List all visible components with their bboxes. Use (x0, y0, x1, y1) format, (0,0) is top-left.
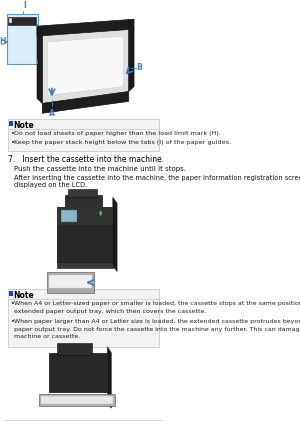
Bar (46, 272, 94, 293)
Text: paper output tray. Do not force the cassette into the machine any further. This : paper output tray. Do not force the cass… (14, 326, 300, 332)
Text: When paper larger than A4 or Letter size is loaded, the extended cassette protru: When paper larger than A4 or Letter size… (14, 319, 300, 324)
Bar (57, 343, 92, 355)
Text: I: I (23, 1, 26, 10)
Bar (68, 190, 97, 197)
Text: When A4 or Letter-sized paper or smaller is loaded, the cassette stops at the sa: When A4 or Letter-sized paper or smaller… (14, 301, 300, 306)
Text: Note: Note (14, 121, 34, 130)
Bar (65, 195, 102, 209)
Polygon shape (129, 19, 134, 92)
Circle shape (99, 211, 102, 216)
Bar (10, 291, 13, 296)
Text: Note: Note (14, 291, 34, 300)
Text: displayed on the LCD.: displayed on the LCD. (14, 181, 87, 187)
Bar (10, 121, 13, 126)
Bar (8, 290, 159, 347)
Polygon shape (42, 92, 129, 113)
Polygon shape (107, 347, 111, 408)
Text: •: • (11, 319, 15, 325)
Polygon shape (48, 36, 123, 95)
Bar (57, 262, 113, 268)
Text: machine or cassette.: machine or cassette. (14, 334, 80, 339)
Text: •: • (11, 301, 15, 307)
Text: 7.   Insert the cassette into the machine.: 7. Insert the cassette into the machine. (8, 155, 164, 164)
Bar (41, 396, 113, 404)
Bar (49, 353, 107, 392)
Bar (7, 14, 38, 64)
Text: Do not load sheets of paper higher than the load limit mark (H).: Do not load sheets of paper higher than … (14, 131, 220, 136)
Bar (39, 394, 116, 406)
Bar (57, 207, 113, 225)
Text: After inserting the cassette into the machine, the paper information registratio: After inserting the cassette into the ma… (14, 175, 300, 181)
Text: Keep the paper stack height below the tabs (I) of the paper guides.: Keep the paper stack height below the ta… (14, 140, 231, 145)
Bar (8, 17, 36, 25)
Bar (49, 275, 92, 288)
Text: A: A (49, 109, 55, 118)
Text: Push the cassette into the machine until it stops.: Push the cassette into the machine until… (14, 166, 186, 172)
Polygon shape (37, 19, 134, 36)
Polygon shape (42, 29, 129, 103)
Polygon shape (37, 26, 42, 103)
Text: •: • (11, 131, 15, 137)
Text: •: • (11, 140, 15, 146)
Text: H: H (0, 37, 6, 47)
Bar (8, 119, 159, 151)
Text: extended paper output tray, which then covers the cassette.: extended paper output tray, which then c… (14, 309, 206, 314)
Bar (10, 18, 12, 23)
Bar (61, 210, 77, 222)
Bar (57, 207, 113, 262)
Polygon shape (113, 197, 117, 272)
Text: B: B (136, 63, 142, 72)
